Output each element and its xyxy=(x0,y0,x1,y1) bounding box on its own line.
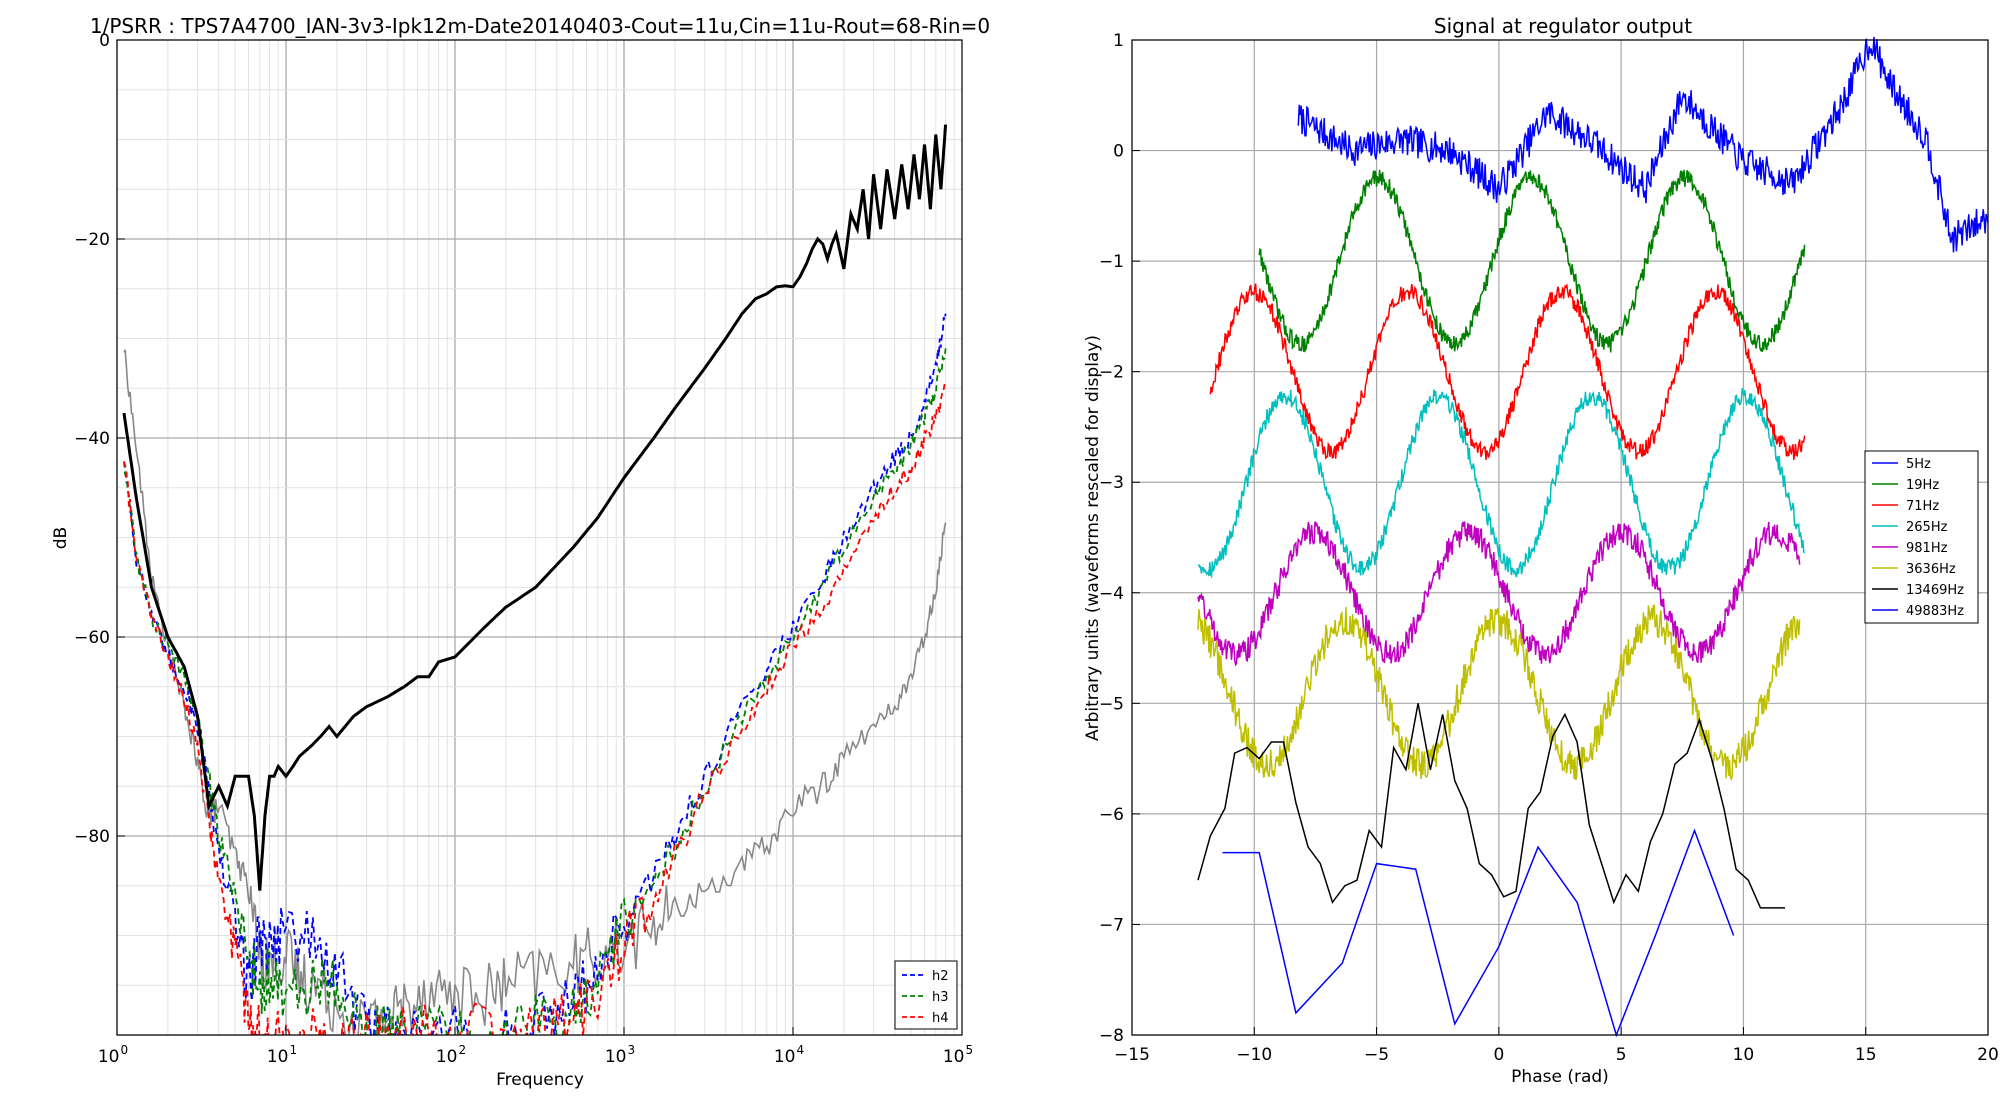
signal-legend-label: 13469Hz xyxy=(1906,583,1964,598)
signal-series-line-19Hz xyxy=(1258,169,1806,353)
psrr-plot-frame xyxy=(116,39,963,1036)
psrr-x-tick-label: 105 xyxy=(943,1043,973,1067)
psrr-series-line-h4 xyxy=(123,383,947,1035)
psrr-x-tick-label: 103 xyxy=(605,1043,635,1067)
signal-y-tick-label: −6 xyxy=(1099,805,1124,825)
signal-x-tick-label: 20 xyxy=(1977,1045,1999,1065)
psrr-x-tick-label: 104 xyxy=(774,1043,804,1067)
signal-legend-label: 265Hz xyxy=(1906,520,1948,535)
signal-legend-box xyxy=(1864,450,1979,624)
psrr-y-tick-label: −60 xyxy=(74,628,110,648)
psrr-x-tick-label: 101 xyxy=(267,1043,297,1067)
signal-series-line-71Hz xyxy=(1209,283,1806,460)
signal-x-tick-label: 15 xyxy=(1855,1045,1877,1065)
signal-series xyxy=(1197,36,1989,1038)
psrr-y-tick-label: −20 xyxy=(74,230,110,250)
psrr-legend-label: h3 xyxy=(932,990,949,1005)
signal-y-tick-label: −5 xyxy=(1099,694,1124,714)
signal-chart: Signal at regulator output −15 −10 −5 0 5 10 1… xyxy=(1083,14,1999,1087)
psrr-tick-labels: 100 101 102 103 104 105 0 −20 −40 −60 −80 xyxy=(74,31,973,1067)
psrr-legend: h2 h3 h4 xyxy=(894,960,958,1030)
signal-y-tick-label: 0 xyxy=(1113,142,1124,162)
signal-legend-label: 71Hz xyxy=(1906,499,1939,514)
psrr-series-line-h3 xyxy=(123,348,947,1035)
psrr-legend-label: h4 xyxy=(932,1011,949,1026)
psrr-y-tick-label: −80 xyxy=(74,827,110,847)
psrr-x-tick-label: 102 xyxy=(436,1043,466,1067)
signal-series-line-5Hz xyxy=(1297,36,1989,253)
signal-grid xyxy=(1131,39,1989,1036)
psrr-x-tick-label: 100 xyxy=(98,1043,128,1067)
psrr-grid xyxy=(116,39,962,1036)
psrr-series-line xyxy=(122,124,948,891)
signal-x-axis-label: Phase (rad) xyxy=(1511,1067,1609,1087)
signal-x-tick-label: 10 xyxy=(1733,1045,1755,1065)
signal-y-tick-label: −1 xyxy=(1099,252,1124,272)
signal-series-line-3636Hz xyxy=(1197,604,1801,781)
psrr-y-tick-label: −40 xyxy=(74,429,110,449)
signal-y-tick-label: −8 xyxy=(1099,1026,1124,1046)
signal-legend-label: 981Hz xyxy=(1906,541,1948,556)
signal-x-tick-label: −15 xyxy=(1114,1045,1150,1065)
psrr-series-line xyxy=(123,349,947,1035)
signal-y-tick-label: 1 xyxy=(1113,31,1124,51)
signal-x-tick-label: 5 xyxy=(1616,1045,1627,1065)
signal-x-tick-label: −10 xyxy=(1236,1045,1272,1065)
psrr-chart-title: 1/PSRR : TPS7A4700_IAN-3v3-Ipk12m-Date20… xyxy=(90,14,990,38)
psrr-series xyxy=(122,124,948,1035)
signal-series-line-13469Hz xyxy=(1197,703,1785,909)
signal-chart-title: Signal at regulator output xyxy=(1434,14,1692,38)
signal-y-axis-label: Arbitrary units (waveforms rescaled for … xyxy=(1083,335,1103,741)
psrr-chart: 1/PSRR : TPS7A4700_IAN-3v3-Ipk12m-Date20… xyxy=(51,14,990,1090)
signal-series-line-981Hz xyxy=(1197,521,1801,667)
psrr-legend-label: h2 xyxy=(932,969,949,984)
signal-y-tick-label: −2 xyxy=(1099,363,1124,383)
signal-series-line-49883Hz xyxy=(1222,828,1735,1038)
signal-legend: 5Hz 19Hz 71Hz 265Hz 981Hz 3636Hz 13469Hz 49883H… xyxy=(1864,450,1979,624)
signal-x-tick-label: −5 xyxy=(1364,1045,1389,1065)
signal-legend-label: 49883Hz xyxy=(1906,604,1964,619)
signal-x-tick-label: 0 xyxy=(1493,1045,1504,1065)
signal-legend-label: 5Hz xyxy=(1906,457,1931,472)
signal-series-line-265Hz xyxy=(1197,388,1806,579)
signal-y-tick-label: −3 xyxy=(1099,473,1124,493)
psrr-x-axis-label: Frequency xyxy=(496,1070,584,1090)
psrr-y-tick-label: 0 xyxy=(99,31,110,51)
signal-legend-label: 19Hz xyxy=(1906,478,1939,493)
signal-y-tick-label: −7 xyxy=(1099,915,1124,935)
signal-plot-frame xyxy=(1131,39,1989,1036)
psrr-series-line-h2 xyxy=(123,313,947,1035)
signal-legend-label: 3636Hz xyxy=(1906,562,1956,577)
signal-y-tick-label: −4 xyxy=(1099,584,1124,604)
psrr-y-axis-label: dB xyxy=(51,527,71,549)
